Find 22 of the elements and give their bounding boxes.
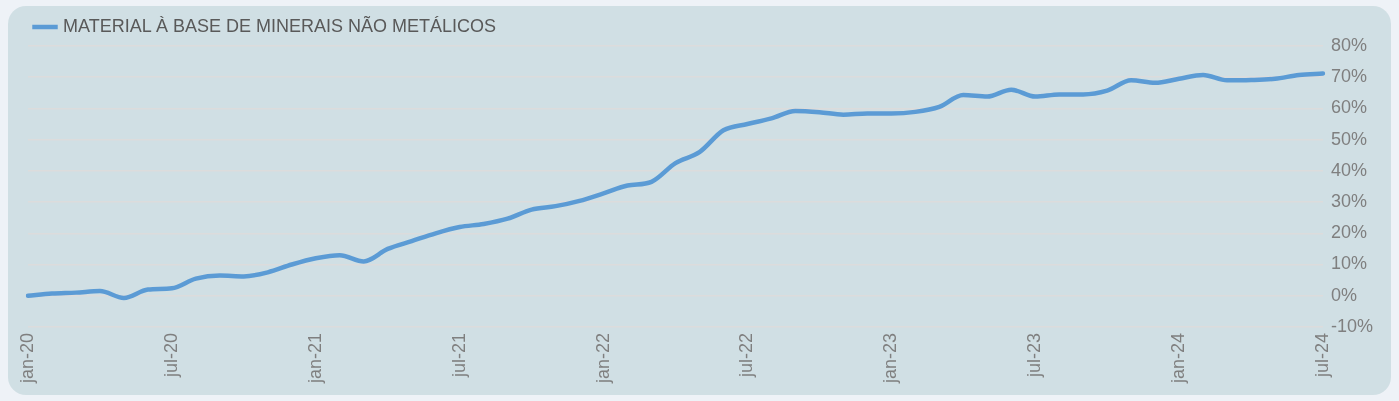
x-tick-label: jul-24 bbox=[1311, 332, 1332, 378]
x-tick-label: jan-23 bbox=[880, 332, 901, 385]
x-tick-label: jul-23 bbox=[1024, 332, 1045, 378]
x-tick-label: jul-21 bbox=[448, 332, 469, 378]
y-tick-label: 40% bbox=[1330, 159, 1368, 180]
y-tick-label: 10% bbox=[1330, 253, 1368, 274]
y-tick-label: 20% bbox=[1330, 222, 1368, 243]
x-tick-label: jan-20 bbox=[16, 332, 37, 385]
y-tick-label: 30% bbox=[1330, 191, 1368, 212]
y-tick-label: 0% bbox=[1330, 284, 1357, 305]
y-tick-label: 80% bbox=[1330, 34, 1368, 55]
y-tick-label: 70% bbox=[1330, 66, 1368, 87]
x-tick-label: jan-21 bbox=[304, 332, 325, 385]
legend-label: MATERIAL À BASE DE MINERAIS NÃO METÁLICOS bbox=[63, 14, 497, 36]
x-tick-label: jan-22 bbox=[592, 332, 613, 385]
line-series bbox=[25, 71, 1326, 301]
x-tick-label: jul-20 bbox=[160, 332, 181, 378]
y-tick-label: -10% bbox=[1330, 315, 1374, 336]
y-tick-label: 60% bbox=[1330, 97, 1368, 118]
y-tick-label: 50% bbox=[1330, 128, 1368, 149]
x-tick-label: jul-22 bbox=[736, 332, 757, 378]
x-tick-label: jan-24 bbox=[1168, 332, 1189, 385]
